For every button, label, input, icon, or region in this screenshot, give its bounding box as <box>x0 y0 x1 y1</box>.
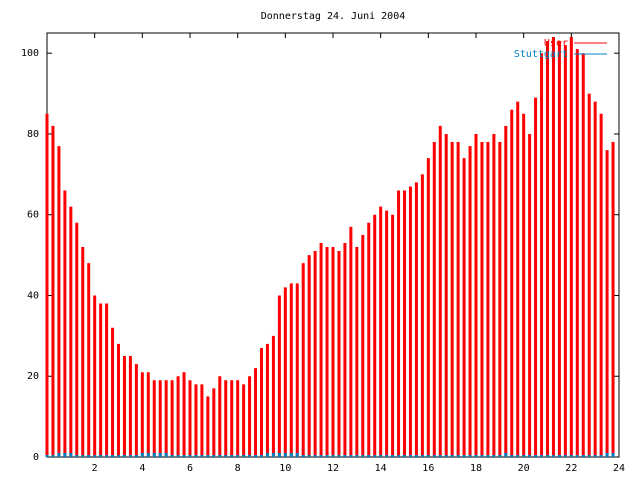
chart-title: Donnerstag 24. Juni 2004 <box>261 11 406 22</box>
y-tick-label: 20 <box>27 371 39 382</box>
x-tick-label: 16 <box>422 463 434 474</box>
x-tick-label: 12 <box>327 463 339 474</box>
legend-label: Stuttgart <box>514 49 568 60</box>
x-tick-label: 14 <box>375 463 387 474</box>
legend-label: User <box>544 38 568 49</box>
x-tick-label: 6 <box>187 463 193 474</box>
x-tick-label: 18 <box>470 463 482 474</box>
x-tick-label: 20 <box>518 463 530 474</box>
x-tick-label: 10 <box>279 463 291 474</box>
x-tick-label: 22 <box>565 463 577 474</box>
y-tick-label: 40 <box>27 290 39 301</box>
y-tick-label: 0 <box>33 452 39 463</box>
x-tick-label: 2 <box>92 463 98 474</box>
x-tick-label: 8 <box>235 463 241 474</box>
x-tick-label: 24 <box>613 463 625 474</box>
y-tick-label: 60 <box>27 210 39 221</box>
x-tick-label: 4 <box>139 463 145 474</box>
y-tick-label: 100 <box>21 48 39 59</box>
y-tick-label: 80 <box>27 129 39 140</box>
